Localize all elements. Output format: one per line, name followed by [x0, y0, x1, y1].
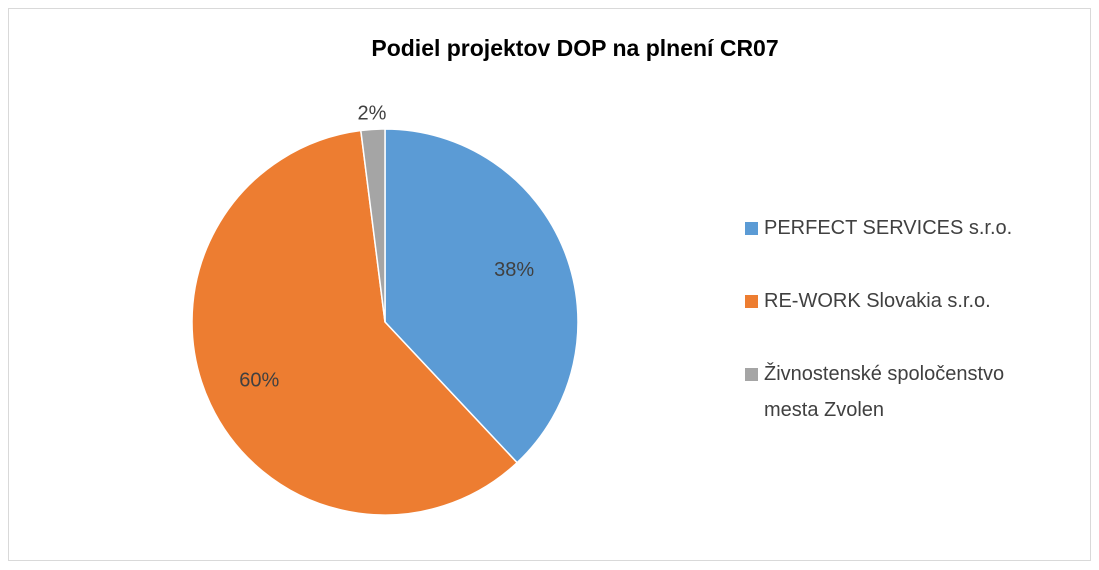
pie-slice — [384, 128, 579, 464]
legend-swatch — [745, 295, 758, 308]
legend-swatch — [745, 368, 758, 381]
legend-label: Živnostenské spoločenstvo mesta Zvolen — [764, 363, 1005, 421]
data-label: 60% — [239, 369, 279, 391]
legend-item: RE-WORK Slovakia s.r.o. — [745, 283, 1045, 319]
legend: PERFECT SERVICES s.r.o. RE-WORK Slovakia … — [745, 210, 1045, 465]
pie-slice — [191, 129, 519, 516]
legend-swatch — [745, 222, 758, 235]
legend-label: PERFECT SERVICES s.r.o. — [764, 217, 1013, 239]
legend-label: RE-WORK Slovakia s.r.o. — [764, 290, 991, 312]
legend-item: PERFECT SERVICES s.r.o. — [745, 210, 1045, 246]
data-label: 38% — [494, 259, 534, 281]
legend-item: Živnostenské spoločenstvo mesta Zvolen — [745, 356, 1045, 428]
data-label: 2% — [357, 103, 386, 125]
chart-title: Podiel projektov DOP na plnení CR07 — [371, 35, 778, 61]
pie-slice — [359, 128, 386, 323]
